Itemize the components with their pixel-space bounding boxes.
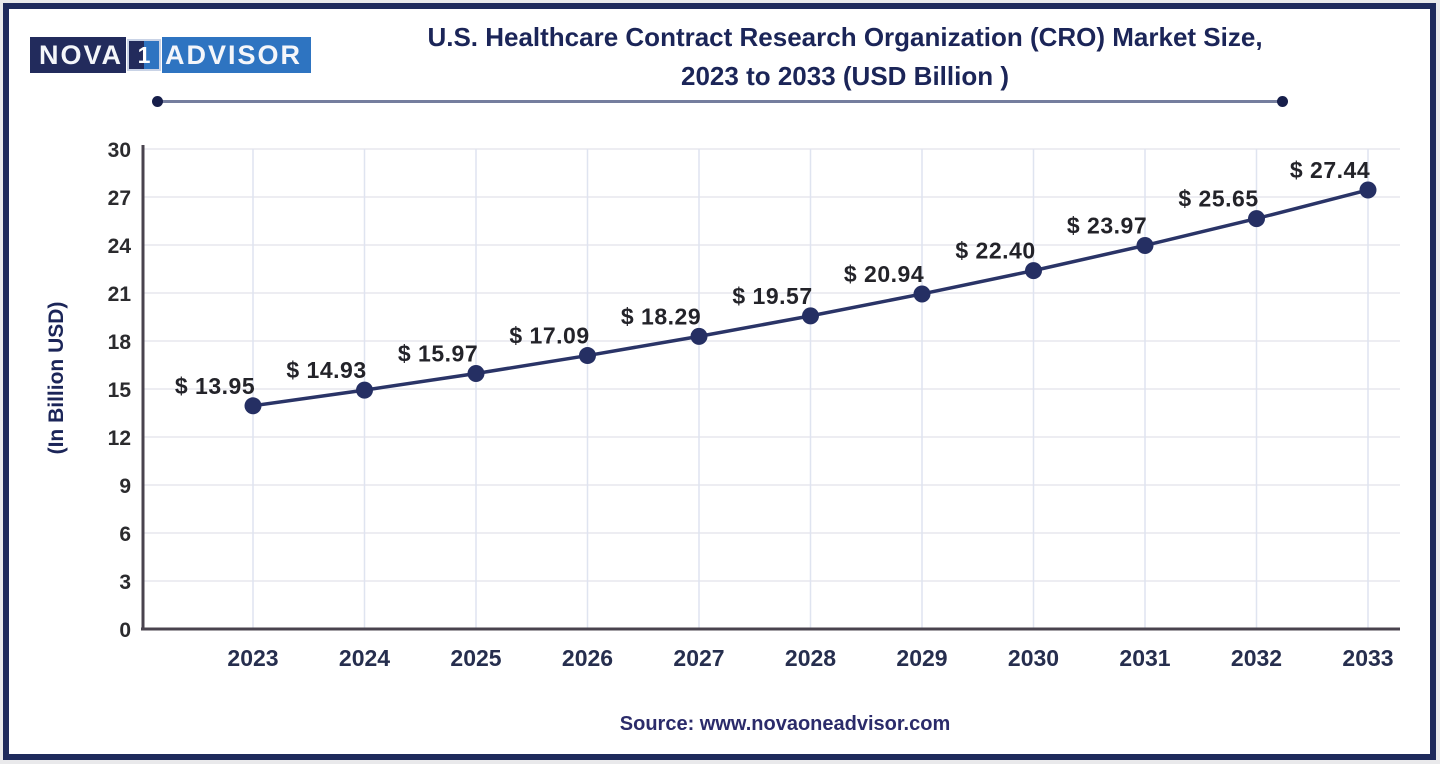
svg-text:6: 6 — [119, 523, 131, 546]
svg-text:3: 3 — [119, 571, 131, 594]
chart-title-line1: U.S. Healthcare Contract Research Organi… — [427, 22, 1263, 52]
svg-text:2030: 2030 — [1008, 645, 1059, 671]
source-text: Source: www.novaoneadvisor.com — [619, 713, 951, 735]
svg-text:0: 0 — [119, 619, 131, 642]
svg-text:21: 21 — [108, 283, 132, 306]
svg-text:$ 23.97: $ 23.97 — [1067, 212, 1147, 238]
svg-text:2023: 2023 — [227, 645, 278, 671]
svg-text:2032: 2032 — [1231, 645, 1282, 671]
svg-text:2026: 2026 — [562, 645, 613, 671]
chart-title: U.S. Healthcare Contract Research Organi… — [285, 18, 1405, 96]
svg-text:$ 17.09: $ 17.09 — [509, 323, 589, 349]
brand-logo: NOVA 1 ADVISOR — [30, 37, 312, 73]
svg-text:30: 30 — [108, 139, 131, 162]
svg-text:2025: 2025 — [450, 645, 501, 671]
logo-text-advisor: ADVISOR — [162, 37, 312, 73]
svg-text:$ 14.93: $ 14.93 — [286, 357, 366, 383]
svg-text:2029: 2029 — [896, 645, 947, 671]
svg-text:2028: 2028 — [785, 645, 836, 671]
svg-text:15: 15 — [108, 379, 132, 402]
svg-text:2027: 2027 — [673, 645, 724, 671]
svg-text:$ 27.44: $ 27.44 — [1290, 157, 1370, 183]
svg-text:27: 27 — [108, 187, 131, 210]
logo-text-one: 1 — [127, 39, 162, 71]
svg-text:$ 19.57: $ 19.57 — [732, 283, 812, 309]
svg-text:24: 24 — [108, 235, 132, 258]
svg-text:2024: 2024 — [339, 645, 390, 671]
chart-card — [3, 3, 1436, 760]
svg-text:9: 9 — [119, 475, 131, 498]
svg-text:$ 15.97: $ 15.97 — [398, 340, 478, 366]
svg-text:2033: 2033 — [1342, 645, 1393, 671]
svg-text:12: 12 — [108, 427, 131, 450]
underline-dot-right — [1277, 96, 1288, 107]
underline-dot-left — [152, 96, 163, 107]
svg-text:2031: 2031 — [1119, 645, 1170, 671]
title-underline — [152, 96, 1288, 107]
svg-text:$ 20.94: $ 20.94 — [844, 261, 924, 287]
svg-text:$ 22.40: $ 22.40 — [955, 238, 1035, 264]
svg-text:$ 18.29: $ 18.29 — [621, 303, 701, 329]
svg-text:$ 13.95: $ 13.95 — [175, 373, 255, 399]
chart-title-line2: 2023 to 2033 (USD Billion ) — [681, 61, 1009, 91]
svg-text:$ 25.65: $ 25.65 — [1178, 186, 1258, 212]
logo-text-nova: NOVA — [30, 37, 127, 73]
svg-text:18: 18 — [108, 331, 132, 354]
